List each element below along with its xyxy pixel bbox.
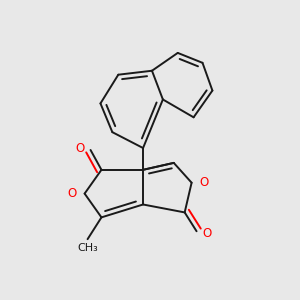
Text: O: O: [202, 227, 212, 240]
Text: O: O: [68, 187, 77, 200]
Text: O: O: [200, 176, 209, 189]
Text: CH₃: CH₃: [77, 243, 98, 253]
Text: O: O: [75, 142, 85, 154]
